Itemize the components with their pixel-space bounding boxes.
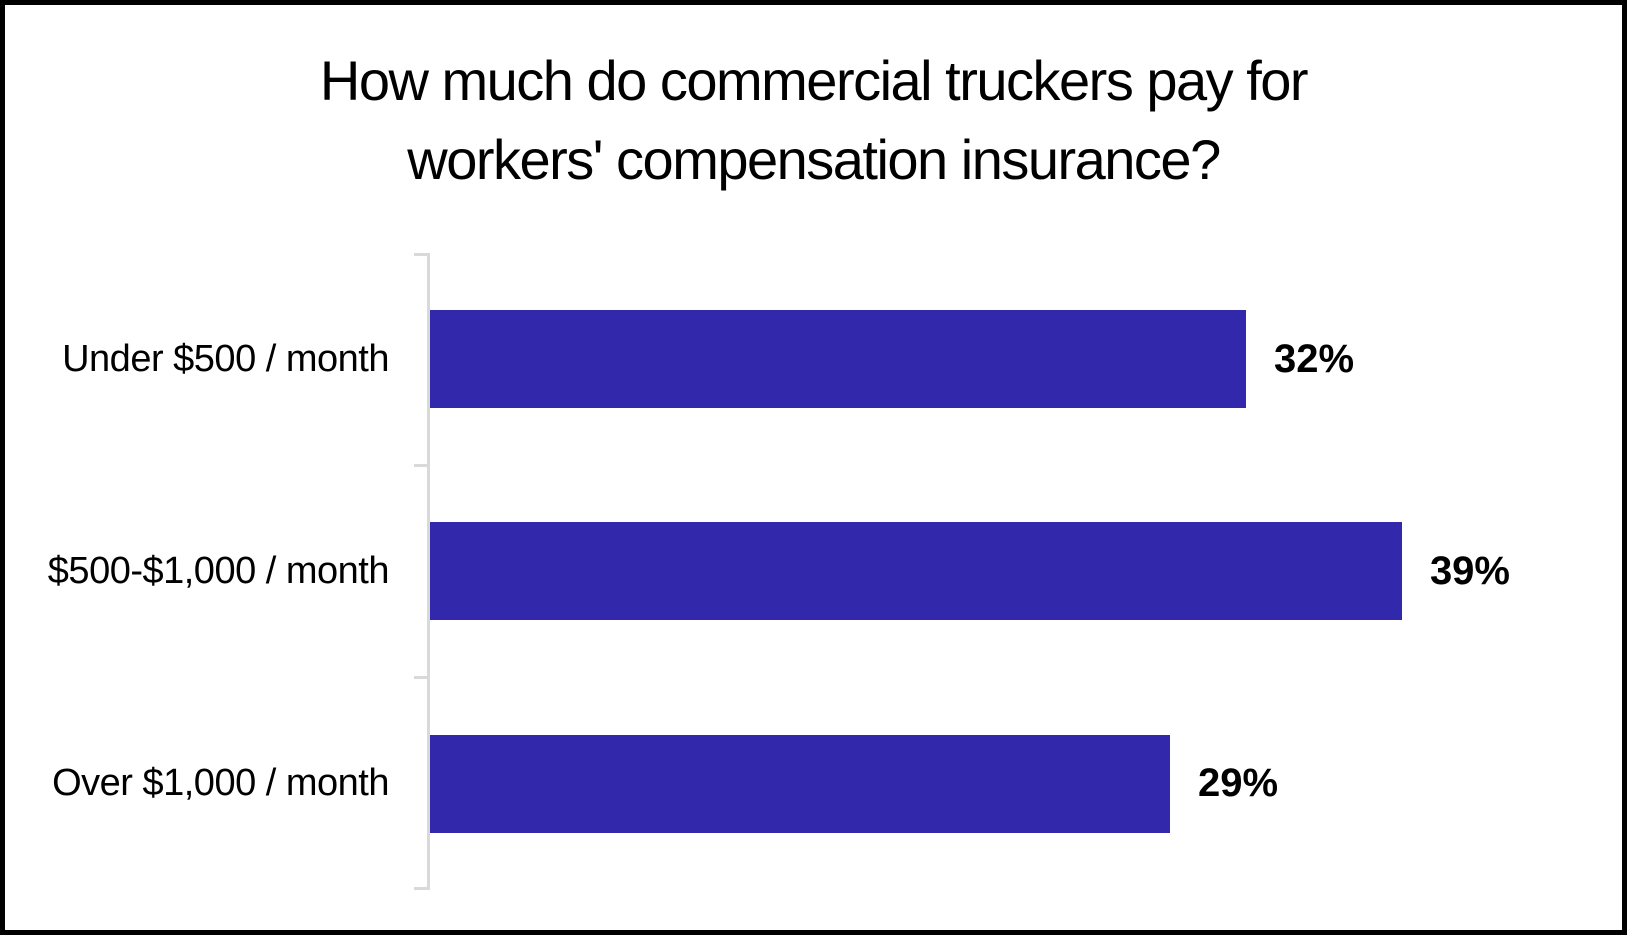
category-label-500-1000: $500-$1,000 / month <box>47 549 390 592</box>
category-axis-labels: Under $500 / month $500-$1,000 / month O… <box>19 253 390 890</box>
chart-title-line-2: workers' compensation insurance? <box>407 128 1221 191</box>
bar-over-1000-month <box>430 734 1170 833</box>
category-axis-line <box>427 253 430 890</box>
value-label-over-1000: 29% <box>1198 761 1279 806</box>
category-row: Over $1,000 / month <box>19 678 389 890</box>
axis-tick <box>414 675 427 679</box>
category-label-under-500: Under $500 / month <box>62 337 389 380</box>
bar-row: 39% <box>430 465 1510 677</box>
category-row: Under $500 / month <box>19 253 389 465</box>
bar-under-500-month <box>430 310 1246 409</box>
category-row: $500-$1,000 / month <box>19 465 390 677</box>
category-label-over-1000: Over $1,000 / month <box>52 762 389 805</box>
chart-title-line-1: How much do commercial truckers pay for <box>319 49 1309 112</box>
chart-title: How much do commercial truckers pay for … <box>5 41 1622 199</box>
value-label-under-500: 32% <box>1274 336 1355 381</box>
axis-tick <box>414 887 427 890</box>
bar-row: 29% <box>430 678 1510 890</box>
bar-500-1000-month <box>430 522 1402 621</box>
bar-row: 32% <box>430 253 1510 465</box>
value-label-500-1000: 39% <box>1429 548 1510 593</box>
plot-area: 32% 39% 29% <box>414 253 1510 890</box>
axis-tick <box>414 253 427 256</box>
axis-tick <box>414 464 427 468</box>
